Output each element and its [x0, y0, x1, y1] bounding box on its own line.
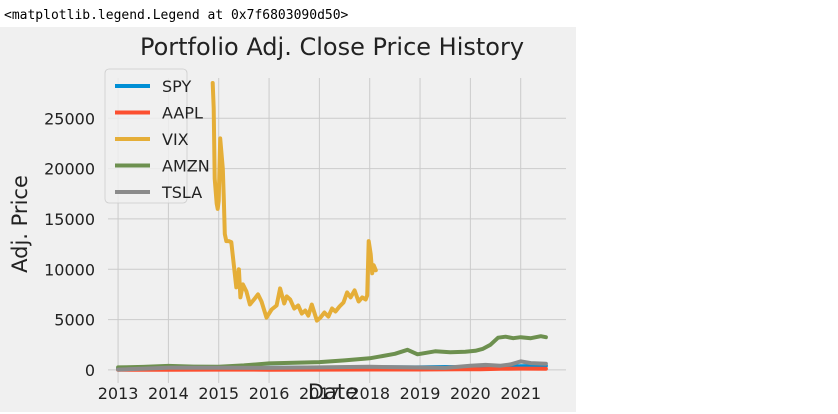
series-lines: [116, 81, 548, 372]
legend-label-aapl: AAPL: [162, 104, 203, 123]
chart-title: Portfolio Adj. Close Price History: [140, 33, 524, 61]
x-tick-label: 2014: [148, 384, 189, 403]
y-tick-label: 15000: [44, 210, 95, 229]
x-tick-label: 2018: [349, 384, 390, 403]
x-tick-labels: 2013 2014 2015 2016 2017 2018 2019 2020 2021: [98, 384, 541, 403]
y-tick-labels: 0 5000 10000 15000 20000 25000: [44, 109, 95, 380]
y-tick-label: 0: [85, 361, 95, 380]
legend-label-tsla: TSLA: [161, 183, 202, 202]
x-tick-label: 2017: [299, 384, 340, 403]
x-tick-label: 2015: [198, 384, 239, 403]
series-line-vix: [210, 81, 378, 323]
y-tick-label: 5000: [54, 311, 95, 330]
x-tick-label: 2020: [450, 384, 491, 403]
y-tick-label: 20000: [44, 160, 95, 179]
legend-label-spy: SPY: [162, 77, 191, 96]
x-axis-label: Date: [308, 380, 358, 404]
y-tick-label: 10000: [44, 260, 95, 279]
x-tick-label: 2013: [98, 384, 139, 403]
legend-frame: [104, 68, 188, 204]
legend-label-amzn: AMZN: [162, 157, 210, 176]
legend-label-vix: VIX: [162, 130, 189, 149]
chart-figure: 0 5000 10000 15000 20000 25000 2013 2014 2015 20…: [0, 27, 576, 412]
x-tick-label: 2019: [400, 384, 441, 403]
x-tick-label: 2016: [249, 384, 290, 403]
x-tick-label: 2021: [500, 384, 541, 403]
series-line-tsla: [116, 359, 548, 372]
y-axis-label: Adj. Price: [8, 175, 32, 273]
cell-output-text: <matplotlib.legend.Legend at 0x7f6803090…: [4, 8, 349, 23]
y-tick-label: 25000: [44, 109, 95, 128]
legend: SPY AAPL VIX AMZN TSLA: [104, 68, 210, 204]
